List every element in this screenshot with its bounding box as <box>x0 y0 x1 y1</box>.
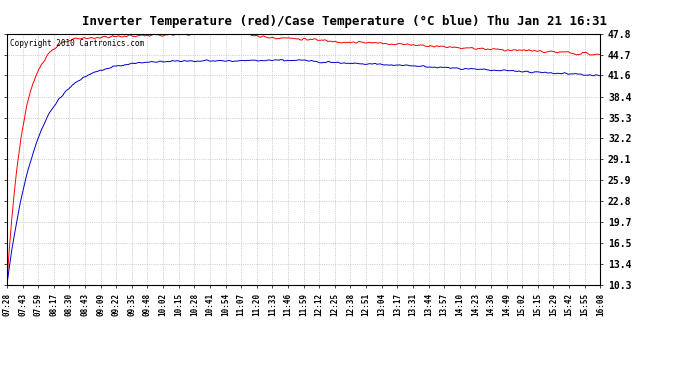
Text: Copyright 2010 Cartronics.com: Copyright 2010 Cartronics.com <box>10 39 144 48</box>
Text: Inverter Temperature (red)/Case Temperature (°C blue) Thu Jan 21 16:31: Inverter Temperature (red)/Case Temperat… <box>83 15 607 28</box>
